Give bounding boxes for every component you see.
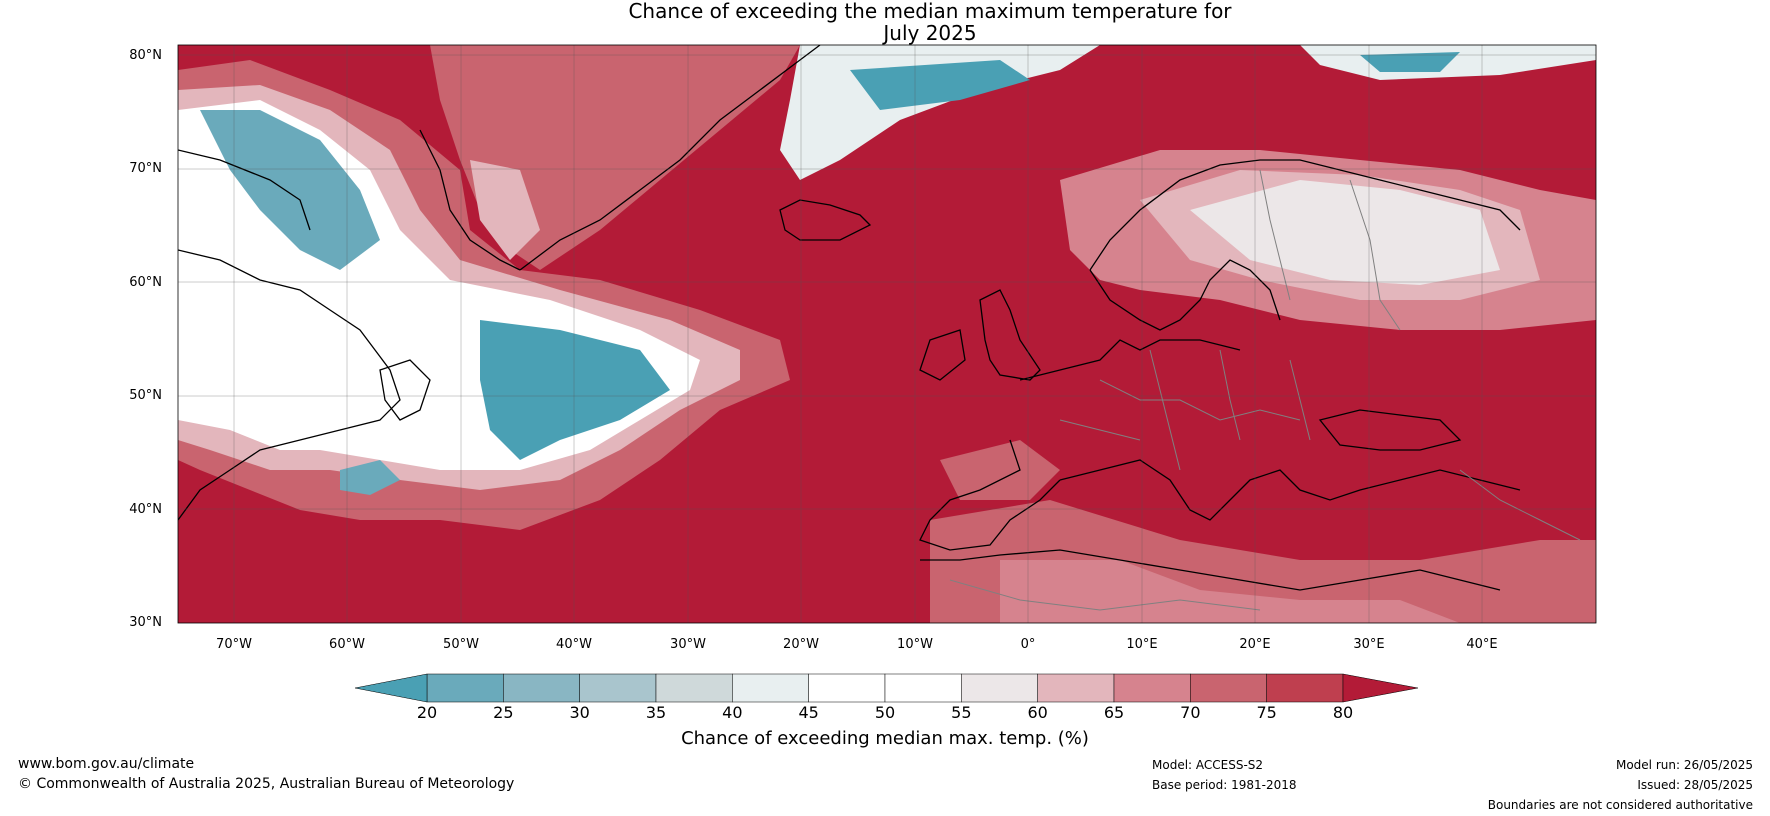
colorbar-segment [808,673,886,703]
region-labrador-cool [200,110,380,270]
lat-label-50n: 50°N [129,388,162,403]
lat-label-30n: 30°N [129,615,162,630]
copyright-text: © Commonwealth of Australia 2025, Austra… [18,776,515,792]
colorbar-tick-label: 25 [493,703,514,722]
base-period-text: Base period: 1981-2018 [1152,778,1297,792]
disclaimer-text: Boundaries are not considered authoritat… [1487,798,1753,812]
region-coastal-cool [340,460,400,495]
region-north-africa-65 [1000,560,1460,623]
lon-label-20e: 20°E [1239,637,1271,652]
colorbar-tick-label: 65 [1103,703,1125,722]
region-fram-cool [850,60,1030,110]
country-borders [949,169,1581,611]
colorbar-segment [1190,673,1267,703]
colorbar-tick-label: 20 [416,703,438,722]
lon-label-60w: 60°W [329,637,365,652]
region-atlantic-cool [480,320,670,460]
issued-text: Issued: 28/05/2025 [1637,778,1753,792]
colorbar-tick-label: 70 [1180,703,1201,722]
colorbar-segment [655,673,733,703]
colorbar-segment [961,673,1038,703]
colorbar-segment [1037,673,1115,703]
colorbar-tick-label: 35 [645,703,667,722]
lat-label-80n: 80°N [129,48,162,63]
lon-label-30w: 30°W [670,637,706,652]
lon-label-70w: 70°W [216,637,252,652]
lat-label-40n: 40°N [129,502,162,517]
lon-label-30e: 30°E [1353,637,1385,652]
lon-label-40w: 40°W [556,637,592,652]
colorbar-label: Chance of exceeding median max. temp. (%… [681,728,1089,749]
colorbar-tick-label: 30 [569,703,590,722]
colorbar-segment [503,673,580,703]
colorbar-segment [1266,673,1344,703]
model-run-text: Model run: 26/05/2025 [1615,758,1753,772]
region-iberia-75 [940,440,1060,500]
chart-subtitle: July 2025 [883,21,977,45]
website-text: www.bom.gov.au/climate [18,756,195,772]
colorbar-tick-label: 60 [1027,703,1048,722]
colorbar-segment [884,673,962,703]
colorbar-segment [1113,673,1191,703]
colorbar-tick-label: 45 [798,703,819,722]
lon-label-20w: 20°W [783,637,819,652]
lon-label-40e: 40°E [1466,637,1498,652]
model-text: Model: ACCESS-S2 [1152,758,1264,772]
colorbar-tick-label: 80 [1332,703,1354,722]
lat-label-70n: 70°N [129,161,162,176]
colorbar-segment [426,673,504,703]
colorbar-min-extension [354,673,428,703]
chart-title: Chance of exceeding the median maximum t… [628,0,1232,23]
coastlines [178,45,1521,591]
colorbar-tick-label: 55 [951,703,972,722]
lon-label-50w: 50°W [443,637,479,652]
lat-label-60n: 60°N [129,275,162,290]
colorbar-tick-label: 75 [1256,703,1277,722]
lon-label-0: 0° [1020,637,1036,652]
lon-label-10e: 10°E [1126,637,1158,652]
graticule [178,45,1596,623]
colorbar-tick-label: 40 [722,703,743,722]
colorbar-segment [579,673,657,703]
colorbar-max-extension [1342,673,1419,703]
colorbar-segment [732,673,809,703]
map-frame [177,44,1597,624]
region-greenland-60 [470,160,540,260]
region-barents-cool [1360,52,1460,72]
colorbar-tick-label: 50 [874,703,896,722]
lon-label-10w: 10°W [897,637,933,652]
